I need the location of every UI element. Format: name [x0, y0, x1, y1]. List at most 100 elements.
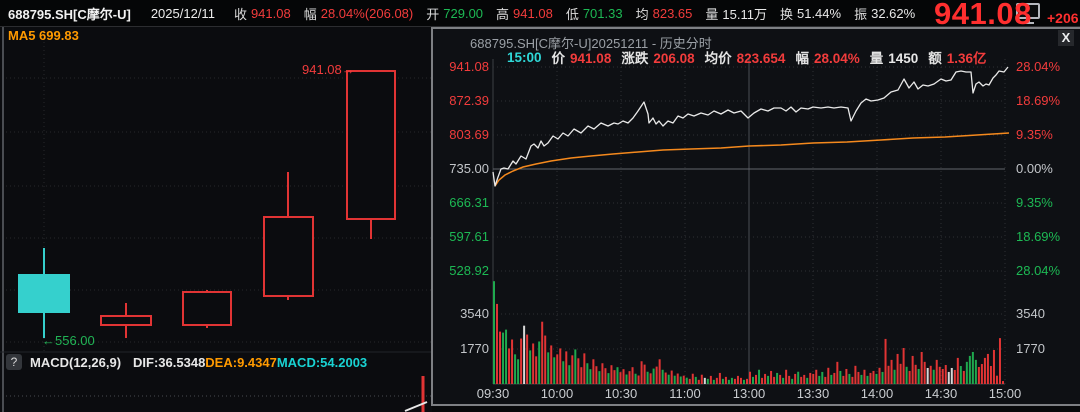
candlestick[interactable] — [182, 290, 232, 328]
window-title: 688795.SH[C摩尔-U]20251211 - 历史分时 — [470, 36, 712, 51]
quote-field-value: 941.08 — [250, 5, 291, 21]
quote-field-label: 高 — [496, 6, 510, 22]
quote-field-label: 量 — [705, 6, 719, 22]
pct-axis-label: 9.35% — [1016, 195, 1053, 210]
intraday-history-window: 688795.SH[C摩尔-U]20251211 - 历史分时 X 15:00 … — [433, 29, 1080, 404]
quote-field-label: 幅 — [303, 6, 317, 22]
quote-field-label: 换 — [779, 6, 793, 22]
time-axis-label: 13:30 — [796, 386, 830, 401]
quote-field-value: 15.11万 — [722, 6, 767, 22]
info-field-label: 均价 — [704, 51, 732, 66]
price-axis-label: 872.39 — [449, 93, 489, 108]
quote-field-label: 振 — [854, 6, 868, 22]
quote-field: 收 941.08 — [234, 4, 291, 23]
quote-header-bar: 688795.SH[C摩尔-U] 2025/12/11 收 941.08 幅 28.0… — [0, 0, 1080, 27]
info-field: 幅 28.04% — [795, 47, 859, 67]
quote-field: 振 32.62% — [854, 4, 915, 23]
info-field-value: 823.654 — [736, 51, 786, 66]
quote-field-value: 32.62% — [871, 5, 916, 21]
monitor-icon[interactable] — [1016, 3, 1040, 24]
help-icon[interactable]: ? — [6, 354, 22, 370]
info-field-label: 幅 — [795, 51, 809, 66]
info-field-label: 额 — [928, 51, 942, 66]
price-line — [492, 66, 1009, 187]
quote-field: 幅 28.04%(206.08) — [304, 4, 414, 23]
monitor-base-shape — [1022, 22, 1034, 24]
price-axis-label: 803.69 — [449, 127, 489, 142]
quote-field-value: 729.00 — [443, 5, 484, 21]
quote-field: 开 729.00 — [426, 4, 483, 23]
info-field-value: 206.08 — [653, 51, 695, 66]
info-field-value: 1450 — [888, 51, 919, 66]
monitor-stem-shape — [1026, 19, 1030, 22]
info-field: 均价 823.654 — [705, 47, 786, 67]
quote-date: 2025/12/11 — [150, 5, 215, 21]
time-axis-label: 14:00 — [860, 386, 894, 401]
info-field-label: 量 — [869, 51, 884, 66]
macd-macd-value: MACD:54.2003 — [276, 354, 368, 370]
time-axis-label: 15:00 — [988, 386, 1022, 401]
info-field-label: 涨跌 — [621, 51, 649, 66]
time-axis-label: 13:00 — [732, 386, 766, 401]
quote-field-value: 823.65 — [652, 5, 693, 21]
pct-axis-label: 18.69% — [1016, 229, 1061, 244]
volume-axis-label: 1770 — [1016, 341, 1045, 356]
quote-field-label: 均 — [635, 6, 649, 22]
volume-axis-label: 3540 — [1016, 306, 1045, 321]
macd-indicator-row: ? MACD(12,26,9) DIF:36.5348 DEA:9.4347 M… — [6, 352, 367, 372]
quote-field-value: 701.33 — [582, 5, 623, 21]
info-field-label: 价 — [551, 51, 566, 66]
price-axis-label: 597.61 — [449, 229, 489, 244]
pct-axis-label: 28.04% — [1016, 263, 1061, 278]
high-price-annotation: 941.08→ — [302, 62, 355, 77]
info-field: 量 1450 — [870, 47, 919, 67]
price-axis-label: 528.92 — [449, 263, 489, 278]
candlestick[interactable] — [18, 248, 70, 338]
pct-axis-label: 9.35% — [1016, 127, 1053, 142]
daily-kline-panel[interactable]: MA5 699.83 941.08→ ←556.00 ? MACD(12,26,… — [0, 26, 432, 412]
quote-field-value: 51.44% — [796, 5, 842, 21]
info-field-value: 1.36亿 — [946, 51, 987, 66]
stock-symbol: 688795.SH[C摩尔-U] — [8, 6, 131, 22]
last-price-big: 941.08 — [934, 0, 1032, 31]
close-button[interactable]: X — [1058, 30, 1074, 46]
daily-kline-chart — [0, 26, 432, 412]
intraday-info-bar: 15:00 价 941.08 涨跌 206.08 均价 823.654 幅 28.04% 量 14… — [507, 47, 997, 67]
candlestick[interactable] — [263, 172, 314, 300]
candlestick[interactable] — [100, 303, 152, 338]
price-axis-label: 666.31 — [449, 195, 489, 210]
candlestick[interactable] — [346, 70, 396, 239]
quote-field-label: 低 — [565, 6, 579, 22]
time-axis-label: 10:00 — [540, 386, 574, 401]
volume-axis-label: 1770 — [460, 341, 489, 356]
panel-left-border — [2, 26, 4, 412]
time-axis-label: 11:00 — [669, 386, 701, 401]
info-field-value: 941.08 — [570, 51, 612, 66]
time-axis-label: 10:30 — [604, 386, 638, 401]
macd-dif-value: DIF:36.5348 — [133, 354, 206, 370]
cursor-time: 15:00 — [507, 49, 542, 65]
pct-axis-label: 28.04% — [1016, 59, 1061, 74]
quote-field-value: 28.04%(206.08) — [320, 5, 414, 21]
monitor-screen-shape — [1016, 3, 1040, 19]
price-axis-label: 941.08 — [449, 59, 489, 74]
quote-field-label: 收 — [233, 6, 247, 22]
ma5-label: MA5 699.83 — [8, 28, 79, 43]
macd-dea-value: DEA:9.4347 — [205, 354, 277, 370]
quote-field: 低 701.33 — [566, 4, 623, 23]
pct-axis-label: 18.69% — [1016, 93, 1061, 108]
pct-axis-label: 0.00% — [1016, 161, 1053, 176]
macd-name[interactable]: MACD(12,26,9) — [30, 354, 122, 370]
quote-field-label: 开 — [426, 6, 440, 22]
macd-dif-line — [404, 401, 428, 412]
info-field-value: 28.04% — [813, 51, 860, 66]
intraday-chart — [492, 59, 1010, 385]
info-field: 价 941.08 — [552, 47, 612, 67]
price-axis-label: 735.00 — [449, 161, 489, 176]
quote-fields: 收 941.08 幅 28.04%(206.08) 开 729.00 高 941.08 低 701… — [221, 4, 915, 23]
price-change-big: +206 — [1047, 10, 1079, 26]
time-axis-label: 09:30 — [476, 386, 510, 401]
info-field: 涨跌 206.08 — [621, 47, 694, 67]
quote-field: 换 51.44% — [780, 4, 841, 23]
